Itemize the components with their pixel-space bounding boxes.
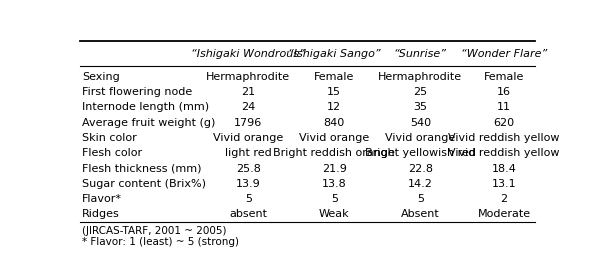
Text: * Flavor: 1 (least) ~ 5 (strong): * Flavor: 1 (least) ~ 5 (strong) xyxy=(82,237,239,247)
Text: Female: Female xyxy=(484,72,524,82)
Text: 18.4: 18.4 xyxy=(491,163,517,174)
Text: 21.9: 21.9 xyxy=(322,163,347,174)
Text: Skin color: Skin color xyxy=(82,133,137,143)
Text: “Wonder Flare”: “Wonder Flare” xyxy=(461,49,547,59)
Text: 15: 15 xyxy=(327,87,341,97)
Text: Bright reddish orange: Bright reddish orange xyxy=(274,148,395,158)
Text: Moderate: Moderate xyxy=(478,209,530,220)
Text: 16: 16 xyxy=(497,87,511,97)
Text: Bright yellowish red: Bright yellowish red xyxy=(365,148,476,158)
Text: 5: 5 xyxy=(331,194,338,204)
Text: Vivid reddish yellow: Vivid reddish yellow xyxy=(448,148,560,158)
Text: Average fruit weight (g): Average fruit weight (g) xyxy=(82,118,215,128)
Text: 22.8: 22.8 xyxy=(408,163,433,174)
Text: Hermaphrodite: Hermaphrodite xyxy=(378,72,463,82)
Text: Sexing: Sexing xyxy=(82,72,120,82)
Text: 13.9: 13.9 xyxy=(236,179,260,189)
Text: First flowering node: First flowering node xyxy=(82,87,192,97)
Text: Vivid orange: Vivid orange xyxy=(385,133,455,143)
Text: Vivid orange: Vivid orange xyxy=(299,133,370,143)
Text: “Ishigaki Wondrous”: “Ishigaki Wondrous” xyxy=(191,49,305,59)
Text: 540: 540 xyxy=(410,118,431,128)
Text: 620: 620 xyxy=(493,118,515,128)
Text: Hermaphrodite: Hermaphrodite xyxy=(206,72,290,82)
Text: 35: 35 xyxy=(413,102,427,112)
Text: 840: 840 xyxy=(323,118,345,128)
Text: “Ishigaki Sango”: “Ishigaki Sango” xyxy=(288,49,380,59)
Text: Ridges: Ridges xyxy=(82,209,120,220)
Text: Internode length (mm): Internode length (mm) xyxy=(82,102,209,112)
Text: 5: 5 xyxy=(245,194,252,204)
Text: Weak: Weak xyxy=(319,209,350,220)
Text: 5: 5 xyxy=(417,194,424,204)
Text: Flavor*: Flavor* xyxy=(82,194,122,204)
Text: Vivid orange: Vivid orange xyxy=(213,133,283,143)
Text: Sugar content (Brix%): Sugar content (Brix%) xyxy=(82,179,206,189)
Text: 13.8: 13.8 xyxy=(322,179,347,189)
Text: 14.2: 14.2 xyxy=(408,179,433,189)
Text: 11: 11 xyxy=(497,102,511,112)
Text: “Sunrise”: “Sunrise” xyxy=(394,49,447,59)
Text: Vivid reddish yellow: Vivid reddish yellow xyxy=(448,133,560,143)
Text: 21: 21 xyxy=(241,87,255,97)
Text: 25.8: 25.8 xyxy=(236,163,260,174)
Text: 13.1: 13.1 xyxy=(491,179,516,189)
Text: 24: 24 xyxy=(241,102,256,112)
Text: Flesh color: Flesh color xyxy=(82,148,142,158)
Text: 25: 25 xyxy=(413,87,427,97)
Text: 1796: 1796 xyxy=(234,118,262,128)
Text: absent: absent xyxy=(229,209,267,220)
Text: 12: 12 xyxy=(327,102,341,112)
Text: Female: Female xyxy=(314,72,355,82)
Text: 2: 2 xyxy=(500,194,508,204)
Text: light red: light red xyxy=(225,148,272,158)
Text: (JIRCAS-TARF, 2001 ~ 2005): (JIRCAS-TARF, 2001 ~ 2005) xyxy=(82,226,226,236)
Text: Absent: Absent xyxy=(401,209,440,220)
Text: Flesh thickness (mm): Flesh thickness (mm) xyxy=(82,163,202,174)
